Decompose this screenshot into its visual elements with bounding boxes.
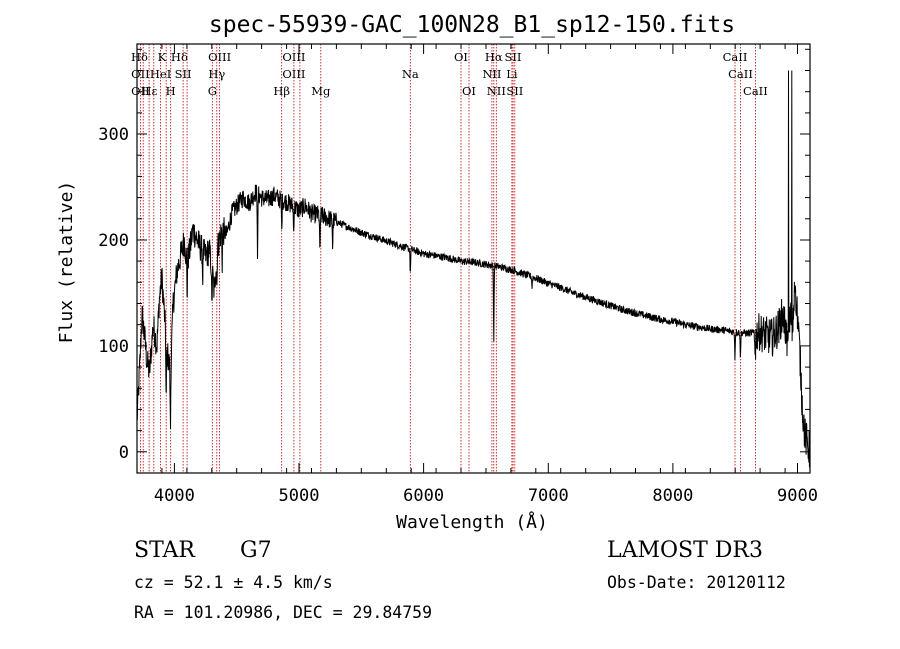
line-label-0: Hδ: [131, 50, 148, 64]
line-label-21: G: [208, 84, 217, 98]
line-label-12: Hγ: [208, 67, 225, 81]
object-class: STAR: [134, 538, 195, 563]
line-label-20: H: [166, 84, 176, 98]
line-label-18: OII: [131, 84, 150, 98]
line-label-9: OII: [131, 67, 150, 81]
line-label-27: CaII: [743, 84, 768, 98]
y-tick-label-300: 300: [98, 125, 129, 145]
line-label-16: Li: [506, 67, 518, 81]
x-tick-label-4000: 4000: [154, 486, 195, 506]
y-tick-label-200: 200: [98, 231, 129, 251]
line-label-26: SII: [506, 84, 523, 98]
redshift-readout: cz = 52.1 ± 4.5 km/s: [134, 573, 333, 592]
y-tick-label-100: 100: [98, 337, 129, 357]
line-label-1: K: [158, 50, 167, 64]
line-label-19: Hε: [142, 84, 158, 98]
line-label-8: CaII: [723, 50, 748, 64]
line-label-4: OIII: [282, 50, 305, 64]
y-axis-label: Flux (relative): [56, 181, 77, 344]
x-tick-label-5000: 5000: [279, 486, 320, 506]
spectrum-series: [136, 70, 811, 468]
x-tick-label-6000: 6000: [403, 486, 444, 506]
x-tick-label-8000: 8000: [652, 486, 693, 506]
axes: 4000 5000 6000 7000 8000 9000 0 100 200 300: [98, 44, 818, 506]
line-label-3: OIII: [208, 50, 231, 64]
line-label-17: CaII: [728, 67, 753, 81]
x-axis-label: Wavelength (Å): [396, 511, 548, 533]
survey-name: LAMOST DR3: [607, 538, 763, 563]
coordinates: RA = 101.20986, DEC = 29.84759: [134, 603, 433, 622]
line-label-13: OIII: [282, 67, 305, 81]
object-subclass: G7: [240, 538, 272, 563]
line-label-22: Hβ: [273, 84, 290, 98]
line-label-7: SII: [505, 50, 522, 64]
line-label-15: NII: [482, 67, 501, 81]
line-label-11: SII: [175, 67, 192, 81]
line-label-2: Hδ: [171, 50, 188, 64]
x-tick-label-7000: 7000: [528, 486, 569, 506]
line-label-10: HeI: [150, 67, 171, 81]
line-label-25: NII: [487, 84, 506, 98]
line-label-24: OI: [462, 84, 476, 98]
chart-title: spec-55939-GAC_100N28_B1_sp12-150.fits: [209, 12, 735, 38]
plot-frame: [136, 43, 811, 474]
x-tick-label-9000: 9000: [777, 486, 818, 506]
line-label-14: Na: [402, 67, 419, 81]
line-label-23: Mg: [311, 84, 331, 98]
y-tick-label-0: 0: [119, 443, 129, 463]
obs-date: Obs-Date: 20120112: [607, 573, 786, 592]
line-label-5: OI: [454, 50, 468, 64]
line-label-6: Hα: [485, 50, 503, 64]
spectrum-line: [136, 70, 811, 468]
